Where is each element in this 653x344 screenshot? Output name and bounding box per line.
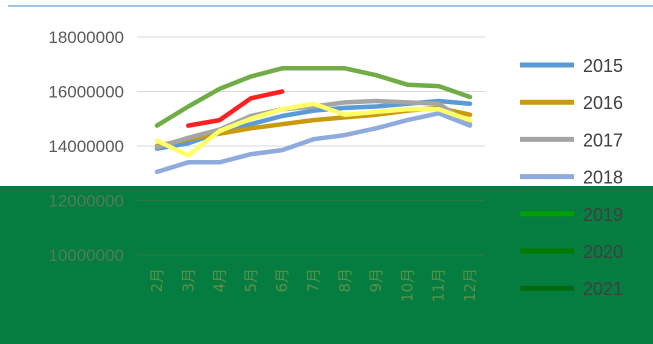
x-tick-label: 12月 (461, 268, 479, 302)
x-tick-label: 10月 (398, 268, 416, 302)
legend-label-2020: 2020 (583, 242, 623, 262)
x-tick-label: 9月 (367, 268, 385, 293)
legend-label-2019: 2019 (583, 205, 623, 225)
x-tick-label: 8月 (336, 268, 354, 293)
x-tick-label: 5月 (242, 268, 260, 293)
x-tick-label: 2月 (148, 268, 166, 293)
x-tick-label: 3月 (179, 268, 197, 293)
x-tick-label: 11月 (430, 268, 448, 302)
y-tick-label-overlay: 12000000 (48, 192, 124, 211)
y-tick-label: 16000000 (48, 83, 124, 102)
legend-label-2017: 2017 (583, 130, 623, 150)
y-tick-label: 18000000 (48, 28, 124, 47)
legend-label-2016: 2016 (583, 93, 623, 113)
legend-label-2021: 2021 (583, 279, 623, 299)
x-tick-label: 4月 (211, 268, 229, 293)
legend-label-2018: 2018 (583, 168, 623, 188)
y-tick-label: 14000000 (48, 137, 124, 156)
y-tick-label-overlay: 10000000 (48, 246, 124, 265)
x-tick-label: 7月 (305, 268, 323, 293)
x-tick-label: 6月 (273, 268, 291, 293)
legend-label-2015: 2015 (583, 56, 623, 76)
